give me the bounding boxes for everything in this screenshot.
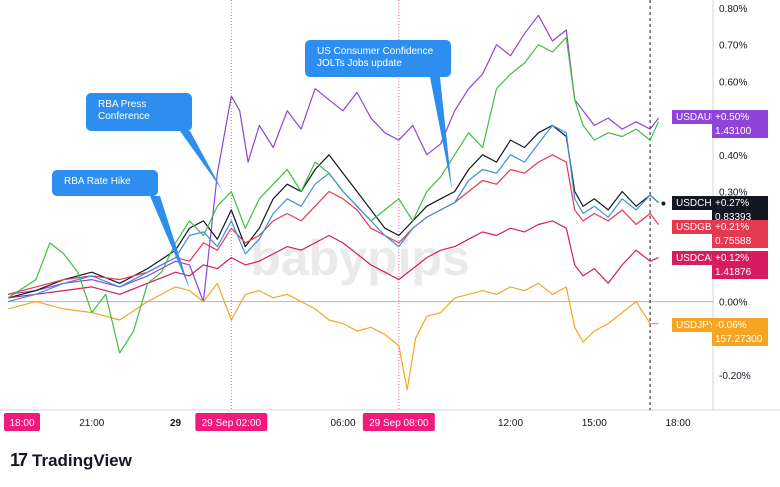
x-tick-label: 29 [170, 418, 182, 429]
tag-name-usdaud: USDAUD [676, 112, 718, 123]
series-line-usdjpy [7, 282, 659, 391]
callout-text-rba-press: RBA Press [98, 99, 146, 110]
last-point-usdchf [661, 201, 666, 206]
tag-pct-usdchf: +0.27% [715, 198, 749, 209]
tag-pct-usdaud: +0.50% [715, 112, 749, 123]
tag-name-bg-usdcad [672, 251, 712, 265]
tag-price-usdjpy: 157.27300 [715, 334, 763, 345]
callout-text-us-consumer: JOLTs Jobs update [317, 58, 402, 69]
tag-price-usdcad: 1.41876 [715, 267, 752, 278]
x-highlight-badge-1 [195, 413, 268, 431]
tag-name-bg-usdjpy [672, 318, 712, 332]
x-tick-label: 15:00 [582, 418, 607, 429]
y-tick-label: -0.20% [719, 371, 751, 382]
x-highlight-badge-2 [362, 413, 435, 431]
tradingview-name: TradingView [32, 450, 132, 470]
series-line-unlabeled-6 [7, 124, 659, 303]
tag-name-usdgbp: USDGBP [676, 222, 719, 233]
series-layer [7, 14, 666, 391]
y-tick-label: 0.80% [719, 4, 747, 15]
x-tick-label: 12:00 [498, 418, 523, 429]
tag-name-bg-usdchf [672, 196, 712, 210]
x-tick-label: 21:00 [79, 418, 104, 429]
tag-name-bg-usdaud [672, 110, 712, 124]
tag-value-bg-usdcad [712, 251, 768, 279]
tag-name-usdjpy: USDJPY [676, 320, 716, 331]
tag-value-bg-usdchf [712, 196, 768, 224]
callout-pointer-rba-rate-hike [150, 196, 190, 290]
x-tick-label: 18:00 [665, 418, 690, 429]
y-tick-label: 0.40% [719, 151, 747, 162]
callout-text-rba-rate-hike: RBA Rate Hike [64, 176, 131, 187]
svg-text:babypips: babypips [250, 230, 469, 286]
callout-pointer-us-consumer [430, 77, 452, 190]
tag-value-bg-usdjpy [712, 318, 768, 346]
event-lines [230, 0, 651, 410]
tag-value-bg-usdaud [712, 110, 768, 138]
y-tick-label: 0.30% [719, 188, 747, 199]
callout-box-us-consumer [305, 40, 451, 77]
y-tick-label: 0.70% [719, 41, 747, 52]
tag-pct-usdcad: +0.12% [715, 253, 749, 264]
callout-box-rba-press [86, 93, 192, 131]
tradingview-logo[interactable]: 17 TradingView [10, 450, 132, 471]
y-tick-label: 0.00% [719, 298, 747, 309]
tag-price-usdchf: 0.83393 [715, 212, 752, 223]
callout-box-rba-rate-hike [52, 170, 158, 196]
callout-text-us-consumer: US Consumer Confidence [317, 46, 434, 57]
series-line-usdchf [7, 124, 659, 299]
x-highlight-label-1: 29 Sep 02:00 [202, 418, 262, 429]
tag-value-bg-usdgbp [712, 220, 768, 248]
callout-pointer-rba-press [180, 131, 222, 190]
tradingview-mark-icon: 17 [10, 450, 28, 470]
x-axis: 21:00 29 06:00 12:00 15:00 18:00 18:00 29 Sep 0… [4, 413, 691, 431]
tag-price-usdaud: 1.43100 [715, 126, 752, 137]
y-tick-label: 0.60% [719, 77, 747, 88]
tag-name-usdcad: USDCAD [676, 253, 718, 264]
x-tick-label: 06:00 [330, 418, 355, 429]
watermark: babypips [250, 230, 469, 286]
x-highlight-label-0: 18:00 [9, 418, 34, 429]
tag-pct-usdjpy: -0.06% [715, 320, 747, 331]
tag-name-bg-usdgbp [672, 220, 712, 234]
series-line-usdcad [7, 220, 659, 299]
tag-price-usdgbp: 0.75588 [715, 236, 752, 247]
callout-text-rba-press: Conference [98, 111, 150, 122]
x-highlight-badge-0 [4, 413, 40, 431]
tag-name-usdchf: USDCHF [676, 198, 718, 209]
x-highlight-label-2: 29 Sep 08:00 [369, 418, 429, 429]
tag-pct-usdgbp: +0.21% [715, 222, 749, 233]
y-axis: 0.80% 0.70% 0.60% 0.40% 0.30% 0.00% -0.20% [719, 4, 751, 382]
series-tags: USDAUD+0.50%1.43100USDCHF+0.27%0.83393US… [672, 110, 768, 346]
